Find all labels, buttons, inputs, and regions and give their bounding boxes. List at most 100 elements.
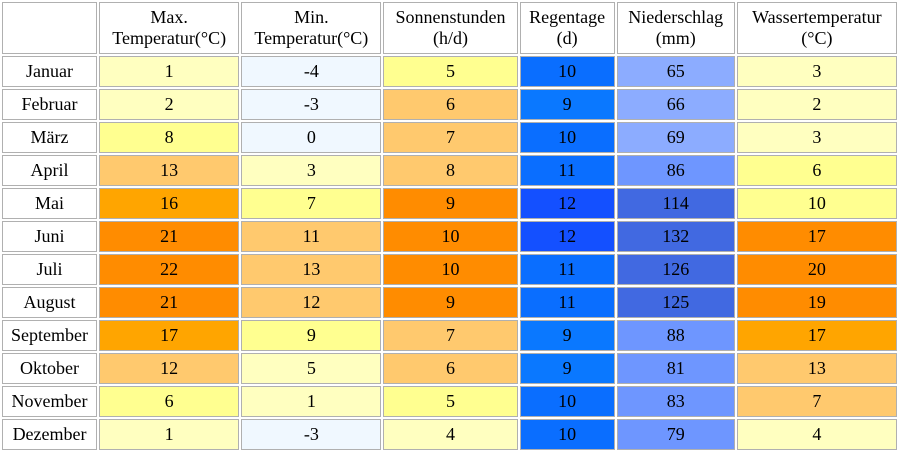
month-label: September	[2, 320, 98, 351]
sunshine-hours-cell: 7	[383, 122, 518, 153]
table-row: März 8 0 7 10 69 3	[2, 122, 897, 153]
month-label: April	[2, 155, 98, 186]
header-min-temperature-line2: Temperatur(°C)	[254, 28, 369, 48]
sunshine-hours-cell: 9	[383, 287, 518, 318]
max-temperature-cell: 8	[99, 122, 240, 153]
max-temperature-cell: 21	[99, 221, 240, 252]
precipitation-cell: 69	[616, 122, 735, 153]
max-temperature-cell: 16	[99, 188, 240, 219]
water-temperature-cell: 3	[736, 122, 897, 153]
water-temperature-cell: 2	[736, 89, 897, 120]
max-temperature-cell: 2	[99, 89, 240, 120]
header-rain-days-line1: Regentage	[529, 7, 606, 27]
header-rain-days: Regentage (d)	[519, 2, 615, 54]
precipitation-cell: 81	[616, 353, 735, 384]
header-water-temperature: Wassertemperatur (°C)	[736, 2, 897, 54]
rain-days-cell: 11	[519, 155, 615, 186]
precipitation-cell: 114	[616, 188, 735, 219]
precipitation-cell: 79	[616, 419, 735, 450]
min-temperature-cell: 11	[241, 221, 382, 252]
water-temperature-cell: 6	[736, 155, 897, 186]
precipitation-cell: 88	[616, 320, 735, 351]
rain-days-cell: 9	[519, 353, 615, 384]
sunshine-hours-cell: 6	[383, 353, 518, 384]
table-row: Juni 21 11 10 12 132 17	[2, 221, 897, 252]
min-temperature-cell: 12	[241, 287, 382, 318]
water-temperature-cell: 7	[736, 386, 897, 417]
rain-days-cell: 11	[519, 287, 615, 318]
header-precipitation-line1: Niederschlag	[628, 7, 724, 27]
header-min-temperature: Min. Temperatur(°C)	[241, 2, 382, 54]
table-row: Dezember 1 -3 4 10 79 4	[2, 419, 897, 450]
precipitation-cell: 83	[616, 386, 735, 417]
header-rain-days-line2: (d)	[556, 28, 578, 48]
max-temperature-cell: 1	[99, 419, 240, 450]
month-label: Oktober	[2, 353, 98, 384]
water-temperature-cell: 10	[736, 188, 897, 219]
max-temperature-cell: 1	[99, 56, 240, 87]
header-precipitation: Niederschlag (mm)	[616, 2, 735, 54]
header-water-temperature-line1: Wassertemperatur	[752, 7, 882, 27]
sunshine-hours-cell: 5	[383, 56, 518, 87]
header-corner	[2, 2, 98, 54]
precipitation-cell: 66	[616, 89, 735, 120]
rain-days-cell: 9	[519, 89, 615, 120]
rain-days-cell: 10	[519, 122, 615, 153]
month-label: März	[2, 122, 98, 153]
min-temperature-cell: 5	[241, 353, 382, 384]
rain-days-cell: 10	[519, 386, 615, 417]
table-row: Oktober 12 5 6 9 81 13	[2, 353, 897, 384]
min-temperature-cell: 1	[241, 386, 382, 417]
water-temperature-cell: 4	[736, 419, 897, 450]
month-label: Mai	[2, 188, 98, 219]
table-row: April 13 3 8 11 86 6	[2, 155, 897, 186]
min-temperature-cell: -3	[241, 419, 382, 450]
sunshine-hours-cell: 6	[383, 89, 518, 120]
sunshine-hours-cell: 4	[383, 419, 518, 450]
header-precipitation-line2: (mm)	[655, 28, 696, 48]
header-sunshine-hours: Sonnenstunden (h/d)	[383, 2, 518, 54]
min-temperature-cell: 7	[241, 188, 382, 219]
sunshine-hours-cell: 9	[383, 188, 518, 219]
header-max-temperature: Max. Temperatur(°C)	[99, 2, 240, 54]
max-temperature-cell: 13	[99, 155, 240, 186]
precipitation-cell: 86	[616, 155, 735, 186]
month-label: Juni	[2, 221, 98, 252]
min-temperature-cell: -4	[241, 56, 382, 87]
min-temperature-cell: 3	[241, 155, 382, 186]
max-temperature-cell: 21	[99, 287, 240, 318]
sunshine-hours-cell: 8	[383, 155, 518, 186]
precipitation-cell: 132	[616, 221, 735, 252]
table-body: Januar 1 -4 5 10 65 3 Februar 2 -3 6 9 6…	[2, 56, 897, 450]
header-row: Max. Temperatur(°C) Min. Temperatur(°C) So…	[2, 2, 897, 54]
min-temperature-cell: 13	[241, 254, 382, 285]
table-row: Februar 2 -3 6 9 66 2	[2, 89, 897, 120]
precipitation-cell: 126	[616, 254, 735, 285]
min-temperature-cell: 9	[241, 320, 382, 351]
water-temperature-cell: 17	[736, 320, 897, 351]
rain-days-cell: 11	[519, 254, 615, 285]
sunshine-hours-cell: 5	[383, 386, 518, 417]
month-label: Januar	[2, 56, 98, 87]
table-row: Januar 1 -4 5 10 65 3	[2, 56, 897, 87]
month-label: Februar	[2, 89, 98, 120]
precipitation-cell: 125	[616, 287, 735, 318]
table-row: Mai 16 7 9 12 114 10	[2, 188, 897, 219]
max-temperature-cell: 17	[99, 320, 240, 351]
min-temperature-cell: -3	[241, 89, 382, 120]
month-label: Juli	[2, 254, 98, 285]
max-temperature-cell: 12	[99, 353, 240, 384]
water-temperature-cell: 20	[736, 254, 897, 285]
header-max-temperature-line1: Max.	[150, 7, 188, 27]
header-min-temperature-line1: Min.	[294, 7, 329, 27]
table-row: November 6 1 5 10 83 7	[2, 386, 897, 417]
sunshine-hours-cell: 7	[383, 320, 518, 351]
table-row: August 21 12 9 11 125 19	[2, 287, 897, 318]
water-temperature-cell: 3	[736, 56, 897, 87]
sunshine-hours-cell: 10	[383, 221, 518, 252]
rain-days-cell: 10	[519, 419, 615, 450]
max-temperature-cell: 6	[99, 386, 240, 417]
water-temperature-cell: 17	[736, 221, 897, 252]
rain-days-cell: 12	[519, 221, 615, 252]
